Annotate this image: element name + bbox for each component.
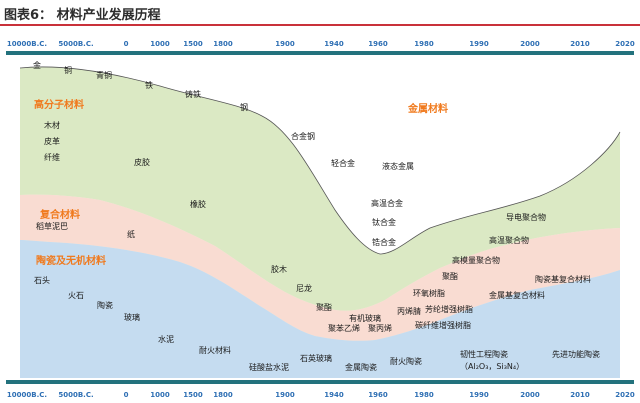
bottom-axis-tick-0: 10000B.C. [7, 391, 47, 399]
label-metal-composite: 金属基复合材料 [489, 290, 545, 300]
category-composite: 复合材料 [39, 208, 80, 221]
label-straw-mud: 稻草泥巴 [36, 221, 68, 231]
label-liquid-metal: 液态金属 [382, 161, 414, 171]
label-metal-ceramic: 金属陶瓷 [345, 362, 377, 372]
top-axis-tick-6: 1900 [275, 40, 295, 48]
top-axis-tick-2: 0 [124, 40, 129, 48]
bottom-axis-tick-3: 1000 [150, 391, 170, 399]
bottom-axis-tick-5: 1800 [213, 391, 233, 399]
label-iron: 铁 [145, 80, 153, 90]
label-acrylonitrile: 丙烯腈 [397, 306, 421, 316]
label-ceramic-composite: 陶瓷基复合材料 [535, 274, 591, 284]
label-conductive-polymer: 导电聚合物 [506, 212, 546, 222]
top-axis-bar [6, 51, 634, 55]
label-tough-ceramic-formula: （Al₂O₃，Si₃N₄） [460, 362, 524, 371]
label-glue-wood: 胶木 [271, 264, 287, 274]
category-ceramic: 陶瓷及无机材料 [36, 254, 106, 267]
label-leather: 皮革 [44, 136, 60, 146]
label-fiber: 纤维 [44, 152, 60, 162]
page-title: 图表6： 材料产业发展历程 [4, 8, 161, 23]
category-metal: 金属材料 [407, 102, 448, 115]
label-refractory: 耐火材料 [199, 345, 231, 355]
bottom-axis-tick-11: 2000 [520, 391, 540, 399]
bottom-axis-tick-2: 0 [124, 391, 129, 399]
label-aramid: 聚酯 [442, 272, 458, 281]
bottom-axis-tick-6: 1900 [275, 391, 295, 399]
label-carbon-fiber: 碳纤维增强树脂 [415, 320, 471, 330]
metal-boundary-line [19, 66, 621, 255]
top-axis-tick-4: 1500 [183, 40, 203, 48]
label-polyester: 聚酯 [316, 303, 332, 312]
bottom-axis-ticks: 10000B.C. 5000B.C. 0 1000 1500 1800 1900 1940 19… [7, 391, 635, 399]
label-quartz-glass: 石英玻璃 [300, 353, 332, 363]
label-superalloy: 高温合金 [371, 198, 403, 208]
bottom-axis-tick-10: 1990 [469, 391, 489, 399]
label-steel: 钢 [240, 102, 248, 112]
top-axis-tick-7: 1940 [324, 40, 344, 48]
label-wood: 木材 [44, 120, 60, 130]
label-gold: 金 [33, 60, 41, 70]
label-refractory-ceramic: 耐火陶瓷 [390, 356, 422, 366]
label-functional-ceramic: 先进功能陶瓷 [552, 349, 600, 359]
polymer-band [20, 66, 620, 311]
label-tough-ceramic: 韧性工程陶瓷 [460, 349, 508, 359]
bottom-axis-tick-1: 5000B.C. [58, 391, 93, 399]
label-zirconium-alloy: 锆合金 [372, 237, 396, 247]
category-polymer: 高分子材料 [34, 98, 84, 111]
label-polypropylene: 聚丙烯 [368, 323, 392, 333]
top-axis-ticks: 10000B.C. 5000B.C. 0 1000 1500 1800 1900 1940 19… [7, 40, 635, 48]
bottom-axis-tick-12: 2010 [570, 391, 590, 399]
label-rubber: 橡胶 [190, 199, 206, 209]
top-axis-tick-12: 2010 [570, 40, 590, 48]
top-axis-tick-13: 2020 [615, 40, 635, 48]
label-paper: 纸 [127, 229, 135, 239]
bottom-axis-bar [6, 380, 634, 384]
composite-band [20, 194, 620, 341]
label-high-modulus-polymer: 高模量聚合物 [452, 255, 500, 265]
top-axis-tick-3: 1000 [150, 40, 170, 48]
bottom-axis-tick-4: 1500 [183, 391, 203, 399]
top-axis-tick-10: 1990 [469, 40, 489, 48]
label-skin-glue: 皮胶 [134, 157, 150, 167]
top-axis-tick-0: 10000B.C. [7, 40, 47, 48]
top-axis-tick-9: 1980 [414, 40, 434, 48]
label-epoxy: 环氧树脂 [413, 288, 445, 298]
top-axis-tick-8: 1960 [368, 40, 388, 48]
top-axis-tick-5: 1800 [213, 40, 233, 48]
label-titanium-alloy: 钛合金 [372, 217, 396, 227]
label-high-temp-polymer: 高温聚合物 [489, 235, 529, 245]
top-axis-tick-1: 5000B.C. [58, 40, 93, 48]
label-aramid-fiber: 芳纶增强树脂 [425, 304, 473, 314]
label-organic-glass: 有机玻璃 [349, 313, 381, 323]
ceramic-band [20, 240, 620, 378]
title-divider [0, 24, 640, 26]
bottom-axis-tick-8: 1960 [368, 391, 388, 399]
label-bronze: 青铜 [96, 70, 112, 80]
label-light-alloy: 轻合金 [331, 158, 355, 168]
label-silicate-cement: 硅酸盐水泥 [249, 362, 289, 372]
label-cement: 水泥 [158, 334, 174, 344]
label-alloy-steel: 合金钢 [291, 131, 315, 141]
label-pottery: 陶瓷 [97, 300, 113, 310]
label-copper: 铜 [64, 65, 72, 75]
label-nylon: 尼龙 [296, 283, 312, 293]
bottom-axis-tick-13: 2020 [615, 391, 635, 399]
label-flint: 火石 [68, 291, 84, 300]
label-stone: 石头 [34, 275, 50, 285]
label-cast-iron: 铸铁 [185, 89, 201, 99]
top-axis-tick-11: 2000 [520, 40, 540, 48]
bottom-axis-tick-7: 1940 [324, 391, 344, 399]
label-glass: 玻璃 [124, 312, 140, 322]
label-polystyrene: 聚苯乙烯 [328, 323, 360, 333]
bottom-axis-tick-9: 1980 [414, 391, 434, 399]
